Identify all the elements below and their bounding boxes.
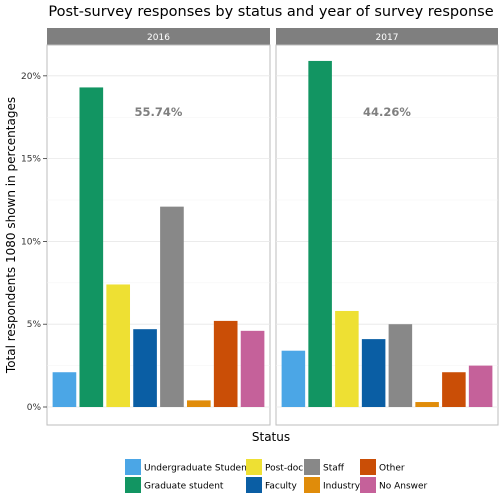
y-tick-label: 15% (21, 155, 41, 165)
y-tick-label: 20% (21, 72, 41, 82)
legend-swatch (246, 477, 262, 493)
facet-strip-label: 2017 (376, 33, 399, 43)
y-tick-label: 5% (27, 320, 42, 330)
bar-other (442, 372, 466, 407)
bar-staff (160, 206, 184, 407)
facet-strip (276, 28, 498, 45)
bar-faculty (133, 329, 157, 407)
bar-no-answer (468, 365, 493, 407)
legend-item: Graduate student (125, 477, 224, 493)
panel-percentage-annotation: 55.74% (135, 105, 183, 119)
y-axis-title: Total respondents 1080 shown in percenta… (4, 97, 18, 374)
legend-label: No Answer (379, 482, 428, 492)
bar-industry (415, 402, 439, 407)
facet-strip (47, 28, 270, 45)
legend-item: No Answer (360, 477, 428, 493)
bar-graduate-student (308, 60, 332, 408)
legend-item: Undergraduate Student (125, 459, 251, 475)
bar-graduate-student (79, 87, 104, 407)
bar-other (213, 320, 238, 407)
legend-label: Post-doc (265, 464, 303, 474)
legend-swatch (304, 459, 320, 475)
facet-panel-2017: 2017 44.26% (275, 28, 499, 426)
legend-swatch (125, 459, 141, 475)
legend-label: Industry (323, 482, 361, 492)
legend-item: Faculty (246, 477, 298, 493)
bar-no-answer (240, 330, 265, 407)
legend-swatch (304, 477, 320, 493)
y-axis: 0% 5% 10% 15% 20% (21, 72, 47, 413)
bar-staff (388, 324, 413, 407)
y-tick-label: 10% (21, 237, 41, 247)
bar-industry (186, 400, 211, 407)
legend-swatch (246, 459, 262, 475)
legend-item: Post-doc (246, 459, 303, 475)
legend-label: Faculty (265, 482, 298, 492)
legend: Undergraduate Student Graduate student Pos… (125, 459, 428, 493)
legend-label: Graduate student (144, 482, 224, 492)
legend-item: Industry (304, 477, 361, 493)
legend-label: Other (379, 464, 405, 474)
bar-post-doc (106, 284, 131, 407)
legend-swatch (125, 477, 141, 493)
legend-swatch (360, 459, 376, 475)
bar-undergraduate-student (52, 372, 77, 407)
legend-label: Staff (323, 464, 345, 474)
bar-faculty (361, 339, 386, 407)
legend-item: Staff (304, 459, 345, 475)
x-axis-title: Status (252, 430, 290, 444)
bar-post-doc (335, 310, 359, 407)
facet-strip-label: 2016 (147, 33, 170, 43)
legend-swatch (360, 477, 376, 493)
y-tick-label: 0% (27, 403, 42, 413)
facet-panel-2016: 2016 55.74% (46, 28, 271, 426)
legend-label: Undergraduate Student (144, 464, 251, 474)
facet-panels: 2016 55.74% 2017 44.26% (46, 28, 499, 426)
panel-percentage-annotation: 44.26% (363, 105, 411, 119)
legend-item: Other (360, 459, 405, 475)
bar-undergraduate-student (281, 350, 306, 407)
chart-title: Post-survey responses by status and year… (48, 4, 493, 20)
